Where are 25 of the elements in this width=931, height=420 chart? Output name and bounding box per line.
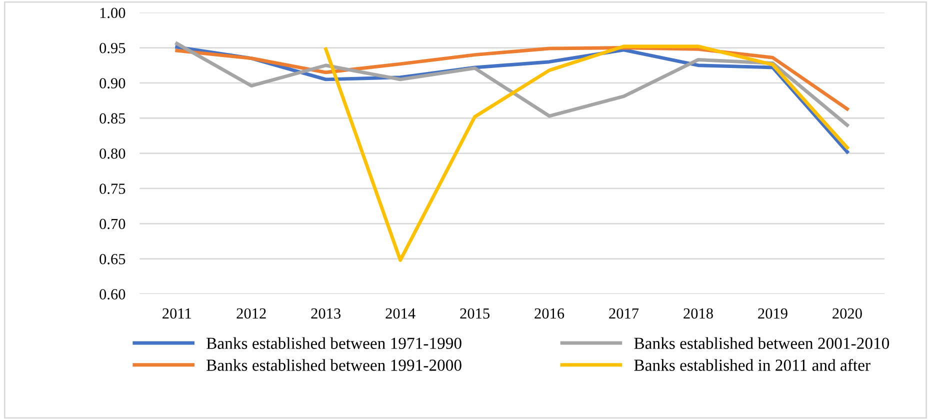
x-tick-label: 2011 xyxy=(162,308,191,319)
y-tick-label: 0.65 xyxy=(100,254,126,264)
legend-label: Banks established between 1991-2000 xyxy=(206,359,462,371)
x-tick-label: 2012 xyxy=(236,308,266,319)
x-tick-label: 2017 xyxy=(609,308,639,319)
x-tick-label: 2014 xyxy=(386,308,416,319)
y-tick-label: 1.00 xyxy=(100,8,126,18)
x-tick-label: 2013 xyxy=(311,308,341,319)
x-tick-label: 2016 xyxy=(534,308,564,319)
line-series xyxy=(324,44,849,262)
legend-label: Banks established in 2011 and after xyxy=(634,358,870,371)
line-series xyxy=(175,42,849,127)
x-tick-label: 2020 xyxy=(832,308,862,319)
y-tick-label: 0.95 xyxy=(100,42,126,54)
y-tick-label: 0.70 xyxy=(100,218,126,230)
y-tick-label: 0.85 xyxy=(100,113,126,124)
x-tick-label: 2018 xyxy=(684,308,713,319)
legend-label: Banks established between 2001-2010 xyxy=(634,337,890,349)
y-tick-label: 0.80 xyxy=(100,148,126,159)
y-tick-label: 0.90 xyxy=(100,78,126,88)
y-tick-label: 0.60 xyxy=(100,289,126,300)
x-tick-label: 2015 xyxy=(460,308,490,319)
y-tick-label: 0.75 xyxy=(100,184,126,194)
legend-label: Banks established between 1971-1990 xyxy=(206,337,462,349)
x-tick-label: 2019 xyxy=(758,308,788,319)
